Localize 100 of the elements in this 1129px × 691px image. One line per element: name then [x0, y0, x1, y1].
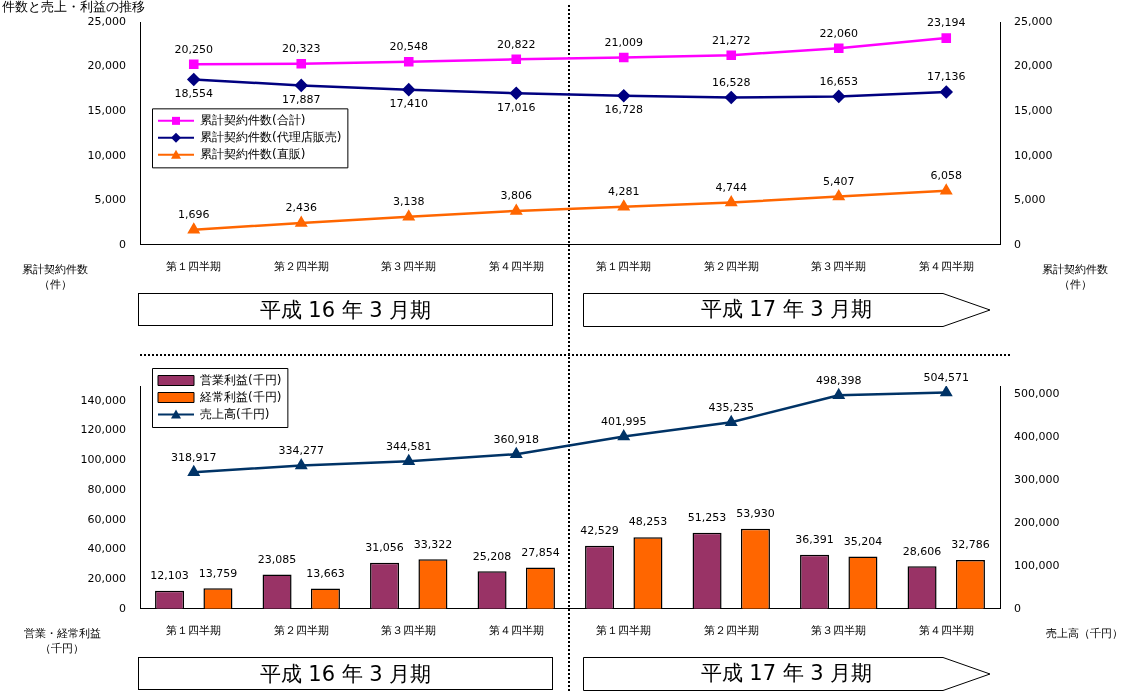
- point: [833, 190, 845, 201]
- chart-title: 件数と売上・利益の推移: [2, 0, 145, 14]
- legend-label: 累計契約件数(代理店販売): [200, 129, 342, 144]
- data-label: 4,281: [608, 185, 640, 199]
- data-label: 2,436: [285, 201, 317, 215]
- y-axis-title: 営業・経常利益（千円）: [22, 626, 102, 656]
- data-label: 318,917: [171, 450, 217, 464]
- point: [510, 86, 523, 100]
- x-tick-label: 第３四半期: [811, 624, 867, 638]
- x-tick-label: 第３四半期: [811, 260, 867, 274]
- x-tick-label: 第４四半期: [488, 260, 544, 274]
- data-label: 36,391: [795, 533, 834, 547]
- y2-axis-title: 累計契約件数（件）: [1041, 262, 1109, 292]
- y2-tick-label: 5,000: [1014, 193, 1046, 207]
- data-label: 16,653: [819, 74, 858, 88]
- y-tick-label: 0: [119, 237, 126, 251]
- point: [940, 85, 953, 99]
- data-label: 35,204: [843, 534, 883, 548]
- y2-tick-label: 20,000: [1014, 59, 1053, 73]
- data-label: 12,103: [150, 569, 189, 583]
- data-label: 42,529: [580, 523, 619, 537]
- data-label: 27,854: [521, 545, 560, 559]
- point: [940, 386, 952, 397]
- x-tick-label: 第２四半期: [703, 260, 759, 274]
- y2-tick-label: 300,000: [1014, 473, 1060, 487]
- data-label: 18,554: [174, 86, 213, 100]
- data-label: 334,277: [278, 443, 324, 457]
- data-label: 13,759: [198, 566, 238, 580]
- y-tick-label: 100,000: [80, 453, 126, 467]
- y-tick-label: 15,000: [87, 103, 126, 117]
- data-label: 1,696: [178, 208, 210, 222]
- point: [402, 83, 415, 96]
- point: [403, 56, 414, 67]
- y2-tick-label: 100,000: [1014, 558, 1060, 572]
- legend-label: 売上高(千円): [200, 406, 270, 421]
- point: [618, 200, 630, 211]
- data-label: 17,016: [497, 100, 536, 114]
- data-label: 360,918: [493, 432, 539, 446]
- data-label: 435,235: [708, 400, 754, 414]
- y-tick-label: 5,000: [94, 193, 126, 207]
- x-tick-label: 第１四半期: [166, 624, 222, 638]
- y2-tick-label: 25,000: [1014, 14, 1053, 28]
- point: [725, 196, 737, 207]
- x-tick-label: 第３四半期: [381, 624, 437, 638]
- point: [618, 52, 629, 63]
- x-tick-label: 第２四半期: [273, 624, 329, 638]
- data-label: 6,058: [930, 169, 962, 183]
- y2-tick-label: 15,000: [1014, 103, 1053, 117]
- data-label: 21,272: [712, 33, 751, 47]
- data-label: 22,060: [819, 26, 858, 40]
- point: [618, 430, 630, 441]
- y-tick-label: 60,000: [87, 512, 126, 526]
- y-tick-label: 0: [119, 601, 126, 615]
- x-tick-label: 第２四半期: [703, 624, 759, 638]
- y2-tick-label: 500,000: [1014, 387, 1060, 401]
- data-label: 20,323: [282, 42, 321, 56]
- data-label: 344,581: [386, 439, 432, 453]
- y-tick-label: 10,000: [87, 148, 126, 162]
- data-label: 17,410: [389, 97, 428, 110]
- data-label: 13,663: [306, 566, 345, 580]
- point: [403, 210, 415, 221]
- data-label: 25,208: [472, 549, 512, 563]
- data-label: 28,606: [902, 544, 942, 558]
- data-label: 3,138: [393, 195, 425, 209]
- point: [941, 33, 952, 43]
- y-tick-label: 80,000: [87, 482, 126, 496]
- y-tick-label: 40,000: [87, 542, 126, 556]
- data-label: 20,250: [174, 42, 213, 56]
- y-tick-label: 25,000: [87, 14, 126, 28]
- data-label: 33,322: [413, 537, 453, 551]
- data-label: 20,822: [497, 37, 536, 51]
- data-label: 16,728: [604, 103, 643, 117]
- x-tick-label: 第３四半期: [381, 260, 437, 274]
- data-label: 32,786: [951, 538, 990, 552]
- x-tick-label: 第４四半期: [488, 624, 544, 638]
- point: [295, 459, 307, 470]
- y2-tick-label: 400,000: [1014, 430, 1060, 444]
- data-label: 4,744: [715, 180, 747, 194]
- data-label: 17,887: [282, 92, 321, 106]
- point: [187, 73, 200, 86]
- x-tick-label: 第４四半期: [918, 624, 974, 638]
- point: [510, 447, 522, 458]
- data-label: 5,407: [823, 174, 855, 188]
- point: [940, 184, 952, 195]
- y-tick-label: 120,000: [80, 423, 126, 437]
- y-tick-label: 20,000: [87, 59, 126, 73]
- point: [510, 204, 522, 215]
- data-label: 48,253: [628, 515, 668, 529]
- legend-label: 経常利益(千円): [199, 389, 282, 404]
- point: [403, 454, 415, 465]
- point: [832, 90, 845, 103]
- text: 平成 16 年 3 月期: [138, 293, 553, 326]
- x-tick-label: 第２四半期: [273, 260, 329, 274]
- y2-tick-label: 0: [1014, 601, 1021, 615]
- data-label: 17,136: [927, 70, 966, 84]
- y2-axis-title: 売上高（千円）: [1045, 626, 1124, 641]
- x-tick-label: 第４四半期: [918, 260, 974, 274]
- data-label: 31,056: [365, 541, 404, 555]
- legend-label: 営業利益(千円): [200, 372, 282, 387]
- data-label: 53,930: [736, 507, 775, 521]
